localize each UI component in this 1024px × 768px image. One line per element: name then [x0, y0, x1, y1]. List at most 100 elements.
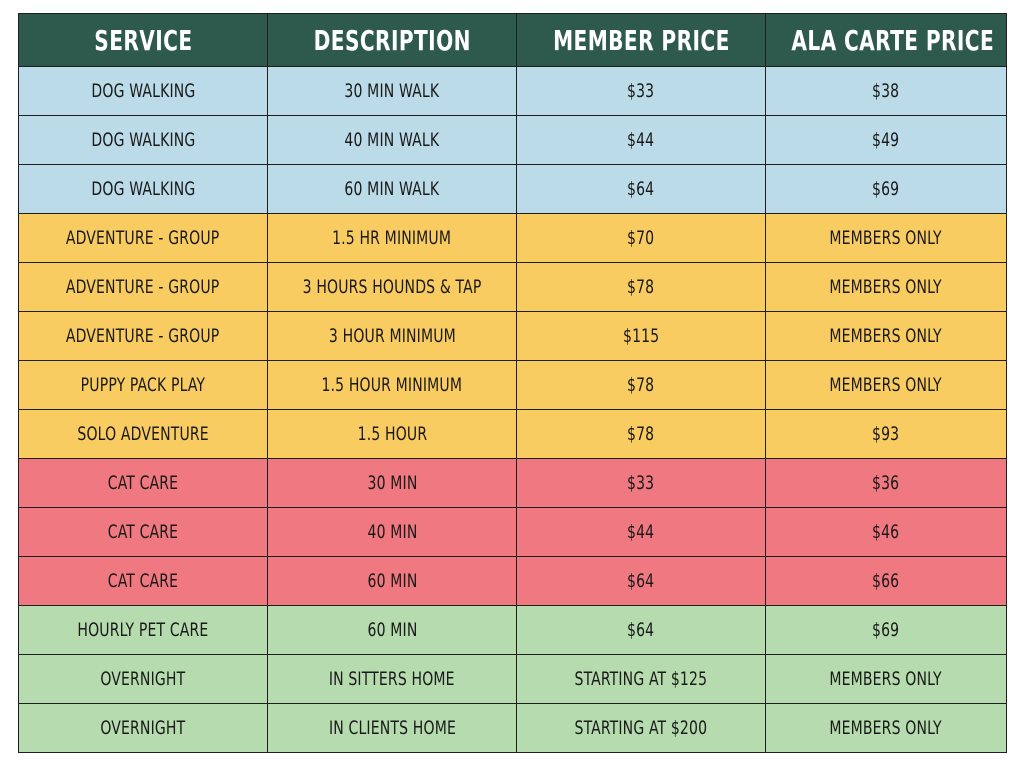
cell-member-price-text: $64: [627, 178, 655, 200]
cell-service-text: DOG WALKING: [90, 129, 196, 151]
table-row: SOLO ADVENTURE 1.5 HOUR $78 $93: [18, 409, 1007, 459]
cell-service: CAT CARE: [18, 507, 268, 557]
cell-service: HOURLY PET CARE: [18, 605, 268, 655]
cell-member-price: $64: [516, 605, 766, 655]
cell-service-text: PUPPY PACK PLAY: [80, 374, 206, 396]
cell-member-price-text: $70: [627, 227, 655, 249]
cell-ala-carte-price-text: $38: [872, 80, 900, 102]
cell-ala-carte-price: MEMBERS ONLY: [765, 360, 1007, 410]
cell-description: 30 MIN WALK: [267, 66, 517, 116]
cell-service: DOG WALKING: [18, 115, 268, 165]
cell-description-text: 1.5 HR MINIMUM: [332, 227, 452, 249]
cell-description-text: 3 HOURS HOUNDS & TAP: [302, 276, 482, 298]
cell-member-price-text: $78: [627, 374, 655, 396]
cell-member-price: $44: [516, 507, 766, 557]
pricing-table: SERVICE DESCRIPTION MEMBER PRICE ALA CAR…: [18, 13, 1007, 753]
cell-member-price: $64: [516, 164, 766, 214]
cell-ala-carte-price: $36: [765, 458, 1007, 508]
cell-description: 40 MIN: [267, 507, 517, 557]
cell-ala-carte-price-text: $46: [872, 521, 900, 543]
cell-description: 1.5 HR MINIMUM: [267, 213, 517, 263]
cell-description-text: 30 MIN WALK: [344, 80, 440, 102]
cell-member-price-text: $115: [622, 325, 660, 347]
cell-ala-carte-price-text: $36: [872, 472, 900, 494]
cell-service-text: ADVENTURE - GROUP: [66, 227, 220, 249]
cell-member-price-text: $64: [627, 570, 655, 592]
cell-member-price-text: $33: [627, 472, 655, 494]
pricing-table-container: SERVICE DESCRIPTION MEMBER PRICE ALA CAR…: [18, 13, 1007, 753]
cell-ala-carte-price-text: $49: [872, 129, 900, 151]
cell-description: 30 MIN: [267, 458, 517, 508]
cell-service-text: SOLO ADVENTURE: [77, 423, 209, 445]
cell-service: ADVENTURE - GROUP: [18, 311, 268, 361]
cell-description: 60 MIN WALK: [267, 164, 517, 214]
cell-service-text: CAT CARE: [107, 472, 179, 494]
table-row: CAT CARE 30 MIN $33 $36: [18, 458, 1007, 508]
cell-member-price-text: $33: [627, 80, 655, 102]
cell-ala-carte-price-text: MEMBERS ONLY: [829, 276, 943, 298]
cell-member-price-text: STARTING AT $200: [574, 717, 708, 739]
cell-service-text: CAT CARE: [107, 521, 179, 543]
table-header: SERVICE DESCRIPTION MEMBER PRICE ALA CAR…: [18, 13, 1007, 67]
cell-description: 60 MIN: [267, 556, 517, 606]
cell-ala-carte-price: MEMBERS ONLY: [765, 213, 1007, 263]
cell-service-text: CAT CARE: [107, 570, 179, 592]
cell-ala-carte-price-text: $66: [872, 570, 900, 592]
cell-member-price: $78: [516, 409, 766, 459]
table-row: OVERNIGHT IN SITTERS HOME STARTING AT $125…: [18, 654, 1007, 704]
cell-member-price: $78: [516, 262, 766, 312]
table-body: DOG WALKING 30 MIN WALK $33 $38 DOG WALKING 4…: [18, 66, 1007, 753]
header-member-price-label: MEMBER PRICE: [552, 23, 730, 57]
cell-service: CAT CARE: [18, 458, 268, 508]
cell-service: OVERNIGHT: [18, 654, 268, 704]
cell-member-price: $115: [516, 311, 766, 361]
cell-service-text: DOG WALKING: [90, 178, 196, 200]
cell-service-text: HOURLY PET CARE: [77, 619, 209, 641]
table-row: CAT CARE 40 MIN $44 $46: [18, 507, 1007, 557]
cell-description-text: 30 MIN: [367, 472, 417, 494]
table-row: DOG WALKING 60 MIN WALK $64 $69: [18, 164, 1007, 214]
cell-description-text: 3 HOUR MINIMUM: [328, 325, 456, 347]
table-row: HOURLY PET CARE 60 MIN $64 $69: [18, 605, 1007, 655]
cell-description-text: IN CLIENTS HOME: [328, 717, 456, 739]
cell-service-text: OVERNIGHT: [100, 668, 186, 690]
cell-ala-carte-price-text: MEMBERS ONLY: [829, 668, 943, 690]
cell-description: IN CLIENTS HOME: [267, 703, 517, 753]
cell-member-price: STARTING AT $200: [516, 703, 766, 753]
header-ala-carte-price: ALA CARTE PRICE: [765, 13, 1007, 67]
cell-ala-carte-price: MEMBERS ONLY: [765, 262, 1007, 312]
cell-description-text: 60 MIN: [367, 619, 417, 641]
cell-member-price: STARTING AT $125: [516, 654, 766, 704]
cell-description: 1.5 HOUR: [267, 409, 517, 459]
table-row: ADVENTURE - GROUP 1.5 HR MINIMUM $70 MEMBER…: [18, 213, 1007, 263]
cell-member-price-text: $78: [627, 423, 655, 445]
cell-service: DOG WALKING: [18, 164, 268, 214]
cell-member-price-text: $78: [627, 276, 655, 298]
header-service: SERVICE: [18, 13, 268, 67]
table-row: CAT CARE 60 MIN $64 $66: [18, 556, 1007, 606]
cell-service: SOLO ADVENTURE: [18, 409, 268, 459]
header-ala-carte-price-label: ALA CARTE PRICE: [791, 23, 995, 57]
cell-member-price-text: $64: [627, 619, 655, 641]
cell-ala-carte-price-text: $69: [872, 178, 900, 200]
cell-ala-carte-price: $69: [765, 605, 1007, 655]
header-service-label: SERVICE: [93, 23, 193, 57]
header-member-price: MEMBER PRICE: [516, 13, 766, 67]
cell-description-text: 60 MIN: [367, 570, 417, 592]
cell-service: CAT CARE: [18, 556, 268, 606]
cell-description: IN SITTERS HOME: [267, 654, 517, 704]
cell-ala-carte-price-text: MEMBERS ONLY: [829, 374, 943, 396]
cell-description-text: 60 MIN WALK: [344, 178, 440, 200]
cell-member-price: $70: [516, 213, 766, 263]
header-description: DESCRIPTION: [267, 13, 517, 67]
cell-description: 3 HOURS HOUNDS & TAP: [267, 262, 517, 312]
cell-ala-carte-price: $38: [765, 66, 1007, 116]
cell-description-text: IN SITTERS HOME: [329, 668, 455, 690]
cell-member-price: $78: [516, 360, 766, 410]
cell-description-text: 1.5 HOUR MINIMUM: [321, 374, 463, 396]
cell-ala-carte-price: MEMBERS ONLY: [765, 654, 1007, 704]
cell-ala-carte-price: $69: [765, 164, 1007, 214]
cell-ala-carte-price: MEMBERS ONLY: [765, 311, 1007, 361]
header-row: SERVICE DESCRIPTION MEMBER PRICE ALA CAR…: [18, 13, 1007, 67]
cell-service: PUPPY PACK PLAY: [18, 360, 268, 410]
